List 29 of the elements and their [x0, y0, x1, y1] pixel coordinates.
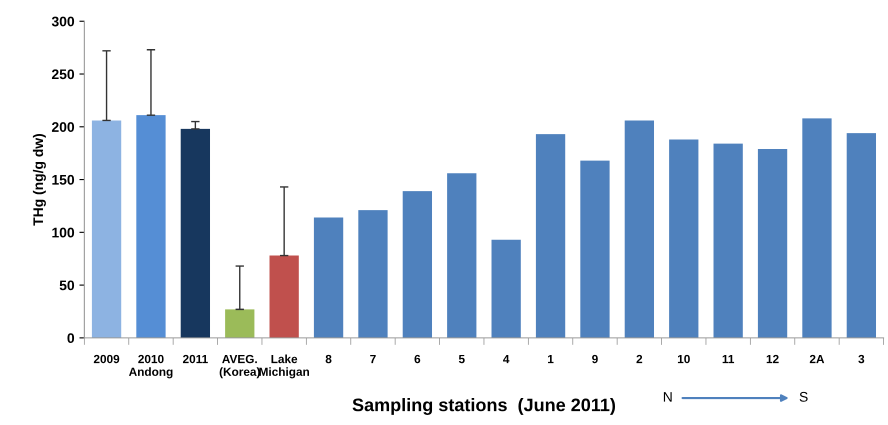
- x-tick-label: 2A: [810, 354, 824, 364]
- y-tick-label: 100: [52, 228, 74, 238]
- x-tick-label: 9: [592, 354, 598, 364]
- x-tick-label: 2: [636, 354, 642, 364]
- x-tick-label: 8: [326, 354, 332, 364]
- y-tick-label: 0: [67, 333, 74, 344]
- x-tick-label: Lake Michigan: [259, 354, 310, 378]
- y-axis-title: THg (ng/g dw): [32, 134, 46, 226]
- text: N: [664, 392, 672, 402]
- x-tick-label: 7: [370, 354, 376, 364]
- x-tick-label: 2011: [182, 354, 208, 364]
- x-tick-label: 6: [414, 354, 420, 364]
- x-tick-label: 11: [722, 354, 734, 364]
- x-tick-label: 12: [766, 354, 779, 364]
- text: S: [800, 392, 808, 402]
- y-tick-label: 50: [60, 280, 74, 290]
- x-tick-label: 1: [548, 354, 554, 364]
- y-tick-label: 300: [52, 16, 74, 26]
- x-tick-label: 5: [458, 354, 465, 364]
- y-tick-label: 250: [52, 69, 74, 80]
- x-tick-label: 2009: [94, 354, 120, 364]
- y-tick-label: 150: [52, 174, 74, 185]
- x-tick-label: 3: [858, 354, 864, 364]
- x-tick-label: AVEG. (Korea): [220, 354, 260, 378]
- x-axis-title: Sampling stations (June 2011): [352, 398, 616, 415]
- y-tick-label: 200: [52, 122, 74, 132]
- x-tick-label: 4: [503, 354, 510, 364]
- x-tick-label: 10: [678, 354, 690, 364]
- x-tick-label: 2010 Andong: [128, 354, 172, 378]
